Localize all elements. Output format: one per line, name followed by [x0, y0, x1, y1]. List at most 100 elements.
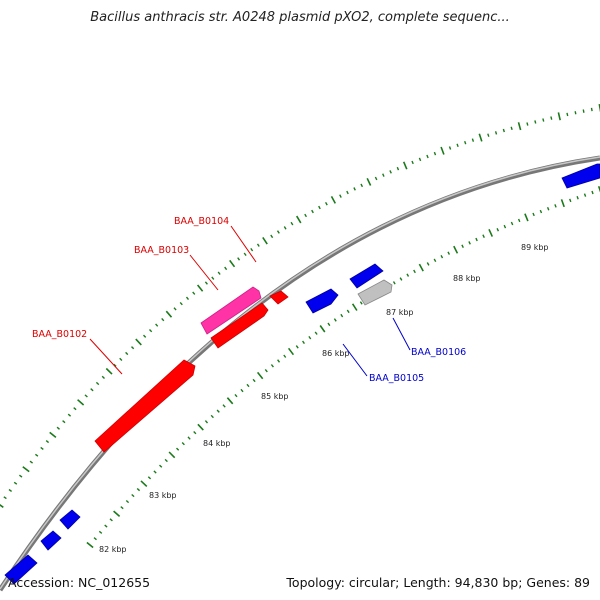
gene-baa-b0103[interactable] [210, 302, 269, 349]
outer-minor-tick [224, 266, 228, 271]
inner-minor-tick [181, 442, 185, 446]
inner-minor-tick [517, 218, 521, 223]
outer-minor-tick [433, 151, 437, 156]
inner-minor-tick [583, 193, 587, 197]
inner-minor-tick [359, 301, 363, 305]
inner-minor-tick [392, 281, 396, 285]
kbp-label-88: 88 kbp [453, 274, 481, 283]
inner-minor-tick [109, 518, 113, 522]
outer-minor-tick [574, 111, 577, 115]
leader-lines [89, 225, 411, 377]
inner-minor-tick [98, 530, 103, 534]
gene-blue-lower-2[interactable] [40, 530, 62, 551]
outer-major-tick [77, 399, 85, 406]
outer-minor-tick [237, 257, 241, 261]
outer-major-tick [478, 133, 483, 142]
gene-blue-upper[interactable] [349, 263, 384, 289]
gene-small-red[interactable] [269, 290, 289, 305]
inner-minor-tick [532, 212, 535, 217]
gene-label-baa-b0103[interactable]: BAA_B0103 [134, 245, 189, 256]
outer-minor-tick [161, 317, 165, 322]
outer-minor-tick [185, 296, 190, 301]
outer-minor-tick [276, 230, 280, 234]
inner-minor-tick [93, 537, 97, 541]
inner-major-tick [351, 303, 358, 311]
gene-blue-far-right[interactable] [561, 163, 600, 189]
outer-minor-tick [179, 301, 183, 306]
outer-minor-tick [290, 221, 294, 226]
outer-minor-tick [411, 160, 414, 165]
gene-labels: BAA_B0102 BAA_B0103 BAA_B0104 BAA_B0105 … [32, 216, 466, 384]
gene-baa-b0105[interactable] [305, 288, 339, 314]
inner-minor-tick [468, 241, 471, 245]
outer-minor-tick [374, 176, 378, 181]
backbone-ring-highlight [0, 156, 600, 590]
gene-label-baa-b0104[interactable]: BAA_B0104 [174, 216, 229, 227]
gene-label-baa-b0102[interactable]: BAA_B0102 [32, 329, 87, 340]
inner-minor-tick [510, 221, 514, 226]
kbp-label-89: 89 kbp [521, 243, 549, 252]
outer-major-tick [517, 122, 522, 131]
inner-minor-tick [475, 237, 478, 242]
inner-minor-tick [440, 254, 444, 259]
kbp-labels: 82 kbp 83 kbp 84 kbp 85 kbp 86 kbp 87 kb… [99, 243, 549, 554]
outer-minor-tick [283, 226, 287, 230]
gene-label-baa-b0105[interactable]: BAA_B0105 [369, 373, 424, 384]
outer-tick-ring [0, 103, 600, 508]
outer-minor-tick [173, 307, 177, 311]
inner-major-tick [488, 228, 494, 237]
inner-major-tick [197, 423, 204, 431]
inner-minor-tick [308, 336, 312, 340]
inner-minor-tick [264, 368, 268, 373]
outer-minor-tick [67, 413, 72, 417]
inner-minor-tick [234, 393, 238, 398]
outer-major-tick [366, 177, 372, 186]
outer-minor-tick [550, 116, 553, 120]
outer-minor-tick [510, 126, 513, 131]
inner-tick-ring [86, 185, 600, 549]
outer-minor-tick [526, 122, 529, 126]
inner-minor-tick [164, 458, 168, 463]
gene-baa-b0102[interactable] [94, 359, 196, 453]
outer-minor-tick [142, 334, 147, 338]
outer-minor-tick [13, 481, 18, 485]
gene-label-baa-b0106[interactable]: BAA_B0106 [411, 347, 466, 358]
outer-minor-tick [270, 234, 274, 239]
gene-baa-b0106[interactable] [357, 279, 393, 306]
outer-minor-tick [3, 496, 7, 500]
inner-major-tick [524, 213, 529, 222]
inner-minor-tick [283, 354, 287, 358]
inner-minor-tick [277, 359, 281, 363]
outer-minor-tick [494, 131, 498, 135]
inner-minor-tick [496, 228, 500, 232]
gene-blue-lower-1[interactable] [59, 509, 81, 530]
inner-minor-tick [295, 345, 299, 349]
inner-minor-tick [406, 273, 410, 277]
inner-minor-tick [314, 331, 318, 335]
inner-minor-tick [346, 309, 350, 314]
kbp-label-86: 86 kbp [322, 349, 350, 358]
outer-minor-tick [84, 394, 88, 398]
inner-minor-tick [270, 364, 274, 368]
outer-minor-tick [324, 201, 328, 206]
inner-minor-tick [216, 409, 220, 413]
outer-minor-tick [456, 143, 459, 148]
inner-minor-tick [120, 506, 124, 510]
inner-minor-tick [222, 404, 226, 408]
outer-minor-tick [534, 120, 537, 124]
outer-minor-tick [90, 388, 94, 392]
outer-minor-tick [304, 213, 308, 218]
outer-major-tick [49, 431, 57, 439]
outer-minor-tick [448, 146, 452, 150]
inner-minor-tick [136, 487, 141, 492]
outer-minor-tick [62, 420, 66, 424]
gene-baa-b0104[interactable] [200, 286, 262, 335]
outer-minor-tick [566, 112, 569, 117]
kbp-label-83: 83 kbp [149, 491, 177, 500]
outer-minor-tick [464, 140, 467, 145]
inner-minor-tick [159, 464, 163, 468]
inner-major-tick [256, 371, 264, 380]
outer-minor-tick [34, 453, 39, 457]
outer-minor-tick [382, 173, 385, 177]
gene-blue-lower-3[interactable] [4, 554, 38, 585]
